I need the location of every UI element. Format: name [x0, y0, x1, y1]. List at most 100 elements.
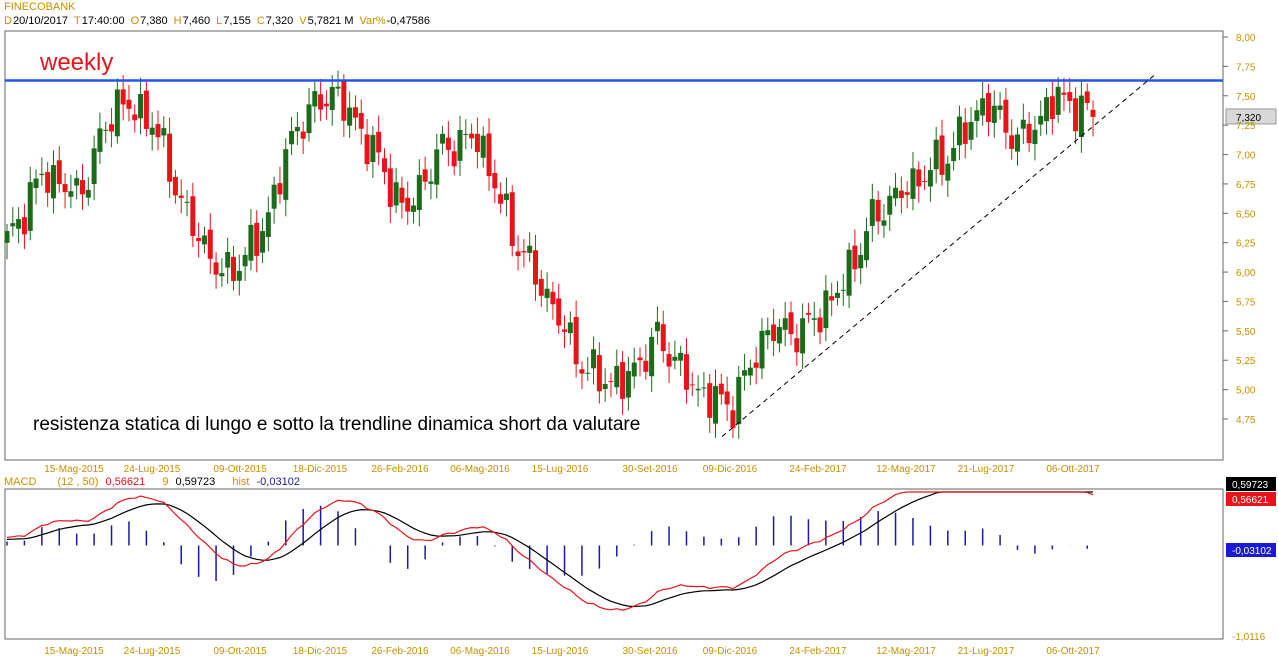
candle-body: [16, 219, 22, 229]
candle-body: [707, 383, 713, 418]
candle-body: [300, 131, 306, 139]
x-tick-label: 21-Lug-2017: [958, 464, 1015, 475]
price-panel-frame: [4, 30, 1224, 461]
candle-body: [759, 330, 765, 369]
candle-body: [132, 114, 138, 121]
candle-body: [724, 391, 730, 405]
candle-body: [904, 192, 910, 195]
trendline: [721, 74, 1156, 438]
candle-body: [376, 131, 382, 153]
candle-body: [933, 139, 939, 170]
candle-body: [1015, 134, 1021, 152]
header-label: T: [74, 15, 81, 27]
candle-body: [306, 104, 312, 134]
candle-body: [480, 135, 486, 158]
candle-body: [1078, 95, 1084, 137]
candle-body: [956, 116, 962, 146]
macd-value: 0,56621: [105, 476, 146, 488]
x-tick-label: 06-Ott-2017: [1046, 646, 1100, 657]
candle-body: [672, 356, 678, 361]
candle-body: [753, 362, 759, 368]
candle-body: [312, 91, 318, 107]
header-value: 7,155: [223, 15, 251, 27]
candle-body: [370, 135, 376, 162]
weekly-label: weekly: [39, 49, 113, 76]
candle-body: [980, 98, 986, 116]
candle-body: [213, 262, 219, 275]
candle-body: [161, 128, 167, 136]
candle-body: [283, 149, 289, 200]
macd-axis-box: [1226, 543, 1276, 557]
candle-body: [544, 288, 550, 299]
candle-body: [219, 273, 225, 277]
x-tick-label: 09-Ott-2015: [213, 464, 267, 475]
macd-header: MACD (12 , 50) 0,56621 9 0,59723 hist -0…: [4, 476, 304, 488]
candle-body: [109, 124, 115, 132]
candle-body: [596, 355, 602, 392]
x-tick-label: 12-Mag-2017: [876, 646, 936, 657]
macd-axis-label: 0,59723: [1232, 480, 1269, 491]
candle-body: [399, 187, 405, 203]
candle-body: [126, 99, 132, 109]
candle-body: [143, 90, 149, 129]
x-tick-label: 18-Dic-2015: [293, 464, 348, 475]
last-price-label: 7,320: [1236, 113, 1261, 124]
candle-body: [742, 370, 748, 376]
candle-body: [817, 317, 823, 333]
candle-body: [1044, 97, 1050, 122]
x-axis: 15-Mag-2015 15-Mag-2015 24-Lug-2015 24-Lug-…: [44, 464, 1100, 657]
candle-body: [591, 349, 597, 369]
candle-body: [1009, 135, 1015, 149]
header-label: Var%: [359, 15, 386, 27]
candle-body: [927, 170, 933, 187]
candle-body: [852, 245, 858, 270]
candle-body: [585, 372, 591, 374]
candle-body: [985, 93, 991, 123]
candle-body: [201, 235, 207, 245]
y-tick-label: 6,25: [1236, 239, 1256, 250]
comment-annotation: resistenza statica di lungo e sotto la t…: [33, 414, 640, 435]
candle-body: [149, 127, 155, 135]
candle-body: [260, 231, 266, 253]
candle-body: [1038, 115, 1044, 125]
x-tick-label: 26-Feb-2016: [371, 646, 429, 657]
x-tick-label: 09-Dic-2016: [703, 464, 758, 475]
candle-body: [120, 89, 126, 105]
price-y-axis: 8,00 7,75 7,50 7,25 7,00 6,75 6,50 6,25 6,00 5,75…: [1223, 33, 1256, 426]
candle-body: [190, 196, 196, 236]
candle-body: [416, 175, 422, 211]
header-label: O: [130, 15, 140, 27]
y-tick-label: 8,00: [1236, 33, 1256, 44]
symbol-title: FINECOBANK: [4, 1, 80, 13]
candle-body: [85, 189, 91, 198]
macd-axis-min-label: -1,0116: [1232, 632, 1266, 643]
symbol-name: FINECOBANK: [4, 1, 76, 13]
y-tick-label: 7,00: [1236, 151, 1256, 162]
candle-body: [509, 192, 515, 247]
macd-name: MACD: [4, 476, 37, 488]
header-value: -0,47586: [386, 15, 431, 27]
candle-body: [178, 195, 184, 198]
candle-body: [138, 93, 144, 119]
candle-body: [68, 191, 74, 197]
candle-body: [788, 312, 794, 335]
ohlc-header: D20/10/2017 T17:40:00 O7,380 H7,460 L7,155 C7…: [4, 15, 436, 27]
candle-body: [637, 357, 643, 361]
candle-body: [271, 184, 277, 209]
candle-body: [718, 383, 724, 395]
candle-body: [486, 133, 492, 177]
candle-body: [97, 128, 103, 152]
y-tick-label: 7,25: [1236, 121, 1256, 132]
x-tick-label: 09-Dic-2016: [703, 646, 758, 657]
candle-body: [207, 229, 213, 259]
candle-body: [974, 110, 980, 121]
candle-body: [562, 329, 568, 332]
candle-body: [1032, 129, 1038, 144]
candle-body: [654, 321, 660, 332]
candle-body: [922, 181, 928, 183]
candle-body: [869, 199, 875, 226]
candle-body: [62, 184, 68, 193]
candle-body: [550, 291, 556, 305]
candle-body: [155, 124, 161, 138]
